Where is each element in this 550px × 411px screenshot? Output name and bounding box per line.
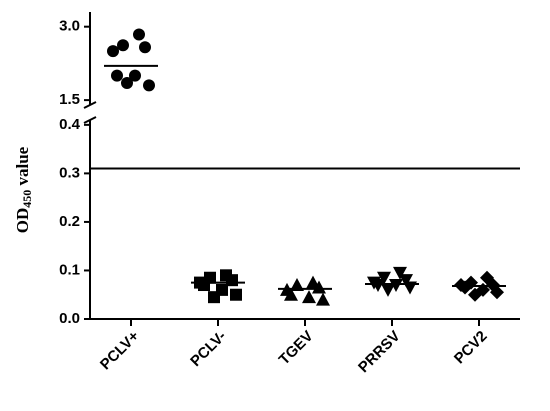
point: [312, 280, 326, 294]
y-tick-label: 1.5: [59, 91, 80, 108]
x-tick-label: PCV2: [451, 328, 491, 368]
x-tick-label: PCLV-: [187, 328, 229, 370]
point: [468, 287, 482, 302]
point: [143, 79, 155, 92]
point: [198, 279, 210, 292]
y-tick-label: 0.3: [59, 164, 80, 181]
point: [381, 283, 395, 297]
point: [133, 28, 145, 41]
y-tick-label: 0.2: [59, 213, 80, 230]
y-label-main: OD: [13, 208, 32, 234]
point: [208, 291, 220, 304]
y-tick-label: 0.0: [59, 310, 80, 327]
point: [393, 266, 407, 280]
point: [377, 271, 391, 285]
axis-break: [83, 101, 97, 109]
y-label-subscript: 450: [20, 190, 34, 208]
x-tick-label: TGEV: [276, 328, 317, 369]
point: [389, 279, 403, 293]
point: [121, 76, 133, 89]
point: [316, 292, 330, 306]
point: [458, 280, 472, 295]
point: [290, 278, 304, 292]
point: [284, 287, 298, 301]
y-tick-label: 0.4: [59, 116, 81, 133]
point: [399, 274, 413, 288]
y-axis-label: OD450 value: [13, 146, 34, 233]
point: [302, 290, 316, 304]
axis-break: [83, 116, 97, 124]
point: [117, 39, 129, 52]
point: [490, 285, 504, 300]
point: [111, 69, 123, 82]
y-label-rest: value: [13, 146, 32, 189]
point: [230, 288, 242, 301]
point: [129, 69, 141, 82]
y-tick-label: 3.0: [59, 18, 80, 35]
point: [139, 41, 151, 54]
x-tick-label: PRRSV: [355, 328, 404, 377]
x-tick-label: PCLV+: [97, 327, 143, 373]
point: [107, 45, 119, 58]
point: [371, 279, 385, 293]
y-tick-label: 0.1: [59, 261, 80, 278]
